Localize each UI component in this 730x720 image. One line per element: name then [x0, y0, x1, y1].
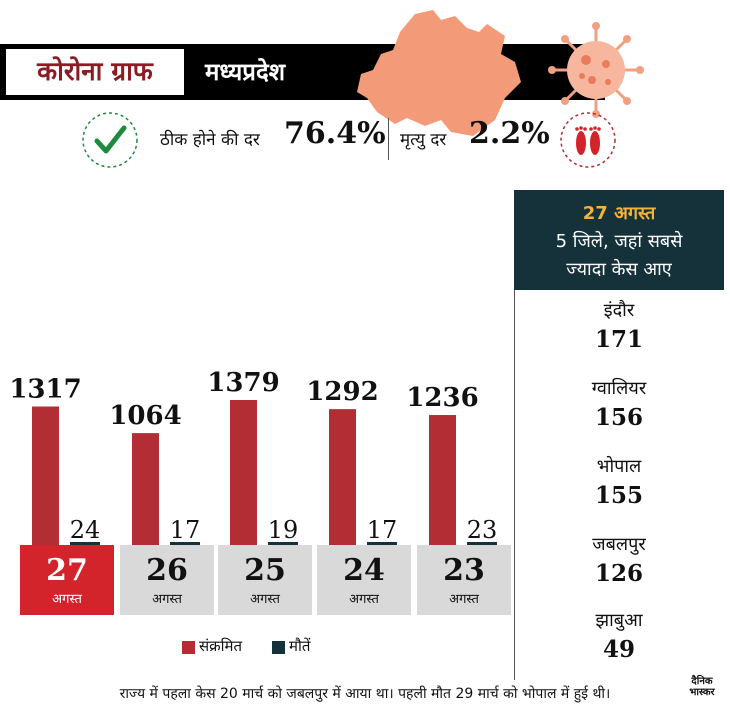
- bar-infected: [132, 433, 159, 545]
- district-value: 155: [594, 482, 643, 509]
- legend-swatch-infected: [182, 641, 195, 654]
- state-map-icon: [357, 10, 521, 136]
- side-panel-date: 27 अगस्त: [582, 203, 656, 224]
- date-day: 24: [343, 553, 385, 588]
- data-label-deaths: 17: [367, 516, 398, 544]
- footprints-icon: [560, 112, 616, 168]
- date-day: 26: [146, 553, 188, 588]
- date-box: 26 अगस्त: [120, 545, 214, 615]
- recovery-rate-value: 76.4%: [284, 116, 386, 151]
- date-box: 24 अगस्त: [317, 545, 411, 615]
- logo-line1: दैनिक: [691, 676, 713, 687]
- data-label-infected: 1317: [9, 375, 81, 405]
- date-month: अगस्त: [250, 592, 280, 607]
- stats-divider: [388, 118, 389, 160]
- data-label-deaths: 24: [70, 516, 101, 544]
- date-day: 27: [46, 553, 88, 588]
- date-month: अगस्त: [52, 592, 82, 607]
- bar-infected: [329, 409, 356, 545]
- bar-deaths: [70, 542, 100, 545]
- death-rate-label: मृत्यु दर: [400, 130, 447, 150]
- logo-line2: भास्कर: [689, 687, 715, 698]
- district-value: 49: [602, 636, 635, 663]
- date-box: 25 अगस्त: [218, 545, 312, 615]
- district-name: इंदौर: [603, 300, 635, 321]
- virus-icon: [548, 22, 644, 118]
- date-box: 23 अगस्त: [417, 545, 511, 615]
- bar-deaths: [268, 542, 298, 545]
- state-name: मध्यप्रदेश: [205, 58, 286, 86]
- date-day: 25: [244, 553, 286, 588]
- side-panel-divider: [514, 190, 515, 680]
- district-name: जबलपुर: [592, 534, 646, 555]
- check-icon: [82, 112, 138, 168]
- date-month: अगस्त: [349, 592, 379, 607]
- district-value: 126: [594, 560, 643, 587]
- bar-chart: 1317 24 1064 17 1379 19 1292 17 1236 23: [9, 368, 498, 545]
- bar-deaths: [170, 542, 200, 545]
- bar-deaths: [367, 542, 397, 545]
- logo: दैनिक भास्कर: [682, 676, 722, 712]
- date-day: 23: [443, 553, 485, 588]
- data-label-deaths: 23: [467, 516, 498, 544]
- data-label-infected: 1379: [207, 368, 279, 398]
- bar-deaths: [467, 542, 497, 545]
- district-name: ग्वालियर: [591, 378, 647, 399]
- district-value: 156: [594, 404, 643, 431]
- side-panel-line1: 5 जिले, जहां सबसे: [555, 231, 683, 252]
- death-rate-value: 2.2%: [469, 116, 550, 151]
- recovery-rate-label: ठीक होने की दर: [160, 130, 260, 150]
- data-label-infected: 1236: [406, 383, 478, 413]
- legend-label-infected: संक्रमित: [199, 637, 243, 655]
- data-label-infected: 1064: [109, 401, 181, 431]
- district-value: 171: [594, 326, 643, 353]
- district-name: भोपाल: [596, 456, 642, 477]
- data-label-deaths: 17: [170, 516, 201, 544]
- footer-note: राज्य में पहला केस 20 मार्च को जबलपुर मे…: [119, 686, 611, 702]
- legend-label-deaths: मौतें: [289, 637, 311, 655]
- data-label-infected: 1292: [306, 377, 378, 407]
- date-box: 27 अगस्त: [20, 545, 114, 615]
- side-panel-header: 27 अगस्त 5 जिले, जहां सबसे ज्यादा केस आए: [514, 190, 724, 290]
- date-month: अगस्त: [449, 592, 479, 607]
- legend-swatch-deaths: [272, 641, 285, 654]
- bar-infected: [429, 415, 456, 545]
- district-name: झाबुआ: [595, 610, 643, 631]
- page-title: कोरोना ग्राफ: [6, 49, 184, 95]
- date-month: अगस्त: [152, 592, 182, 607]
- side-panel-line2: ज्यादा केस आए: [566, 259, 672, 280]
- bar-infected: [32, 406, 59, 545]
- data-label-deaths: 19: [268, 516, 299, 544]
- bar-infected: [230, 400, 257, 545]
